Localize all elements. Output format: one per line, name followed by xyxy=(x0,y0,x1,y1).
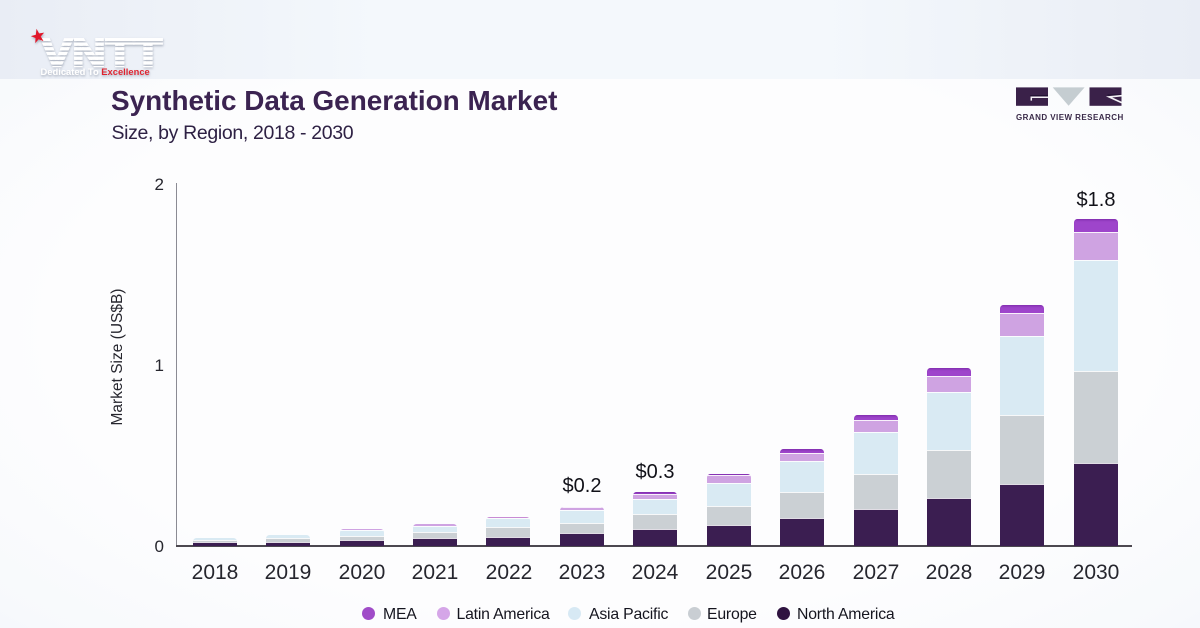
svg-text:GRAND VIEW RESEARCH: GRAND VIEW RESEARCH xyxy=(1016,113,1124,122)
svg-text:VNTT: VNTT xyxy=(42,33,163,76)
svg-text:Dedicated To Excellence: Dedicated To Excellence xyxy=(41,66,150,77)
